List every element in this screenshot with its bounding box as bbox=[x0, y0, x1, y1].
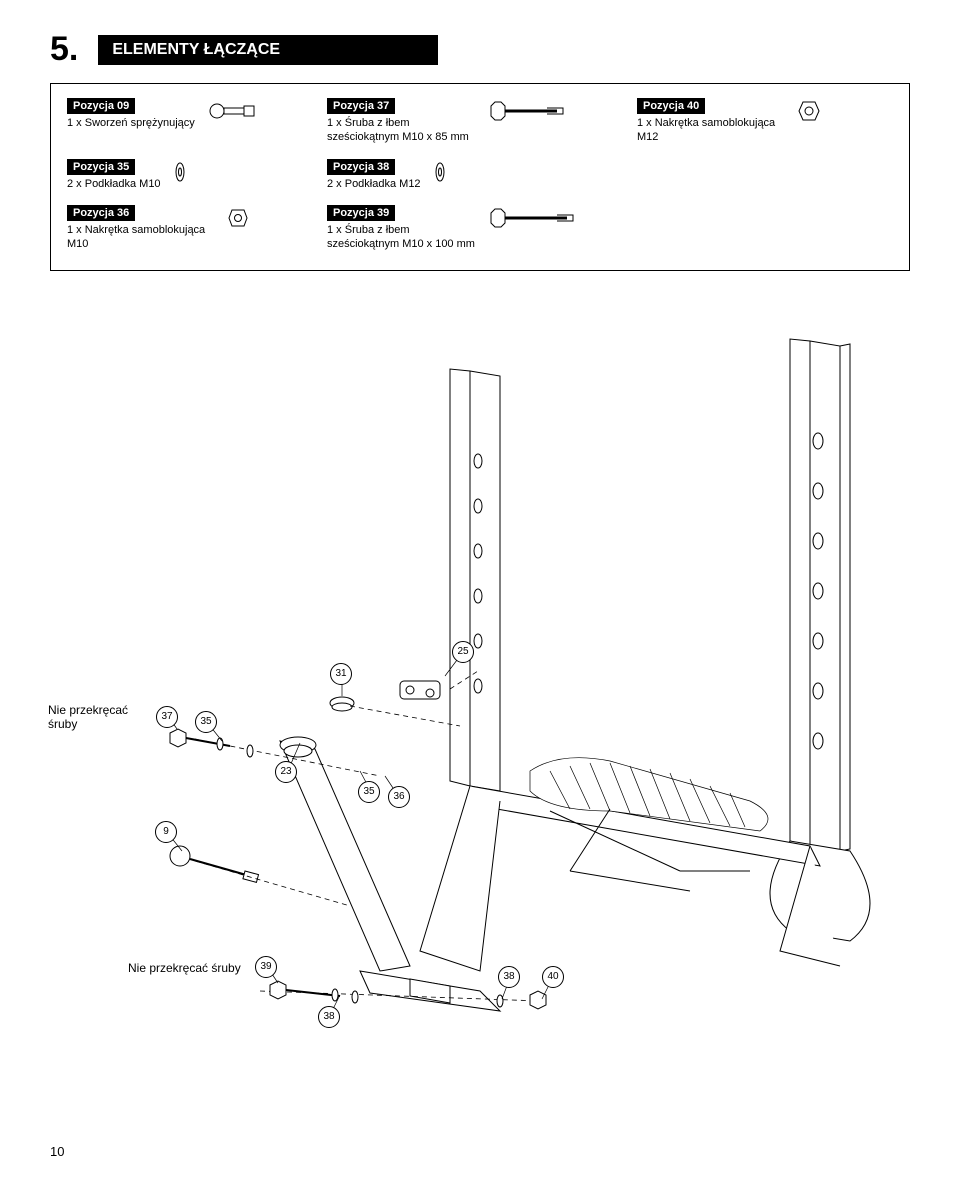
part-desc: 2 x Podkładka M12 bbox=[327, 178, 421, 192]
hex-bolt-icon bbox=[487, 98, 567, 124]
washer-icon bbox=[171, 159, 189, 185]
washer-icon bbox=[431, 159, 449, 185]
part-desc: 1 x Nakrętka samoblokująca M10 bbox=[67, 224, 217, 252]
callout-9: 9 bbox=[155, 821, 177, 843]
lock-nut-icon bbox=[227, 205, 249, 231]
part-desc: 1 x Śruba z łbem sześciokątnym M10 x 100… bbox=[327, 224, 477, 252]
parts-row-1: Pozycja 09 1 x Sworzeń sprężynujący Pozy… bbox=[67, 98, 893, 145]
callout-38a: 38 bbox=[318, 1006, 340, 1028]
hex-bolt-icon bbox=[487, 205, 577, 231]
part-label: Pozycja 36 bbox=[67, 205, 135, 221]
step-header: 5. ELEMENTY ŁĄCZĄCE bbox=[50, 30, 910, 69]
part-label: Pozycja 09 bbox=[67, 98, 135, 114]
callout-36: 36 bbox=[388, 786, 410, 808]
spring-pin-icon bbox=[205, 98, 261, 124]
assembly-diagram: 25 31 37 35 23 35 36 9 39 38 38 40 Nie p… bbox=[50, 311, 910, 1071]
lock-nut-icon bbox=[797, 98, 821, 124]
callout-35a: 35 bbox=[195, 711, 217, 733]
part-desc: 1 x Śruba z łbem sześciokątnym M10 x 85 … bbox=[327, 117, 477, 145]
part-36: Pozycja 36 1 x Nakrętka samoblokująca M1… bbox=[67, 205, 297, 252]
page-number: 10 bbox=[50, 1144, 64, 1159]
callout-38b: 38 bbox=[498, 966, 520, 988]
diagram-svg bbox=[50, 311, 910, 1071]
callout-23: 23 bbox=[275, 761, 297, 783]
part-desc: 2 x Podkładka M10 bbox=[67, 178, 161, 192]
part-38: Pozycja 38 2 x Podkładka M12 bbox=[327, 159, 449, 192]
step-title: ELEMENTY ŁĄCZĄCE bbox=[98, 35, 438, 65]
part-35: Pozycja 35 2 x Podkładka M10 bbox=[67, 159, 297, 192]
part-37: Pozycja 37 1 x Śruba z łbem sześciokątny… bbox=[327, 98, 607, 145]
part-label: Pozycja 37 bbox=[327, 98, 395, 114]
part-label: Pozycja 40 bbox=[637, 98, 705, 114]
part-39: Pozycja 39 1 x Śruba z łbem sześciokątny… bbox=[327, 205, 577, 252]
callout-35b: 35 bbox=[358, 781, 380, 803]
parts-row-3: Pozycja 36 1 x Nakrętka samoblokująca M1… bbox=[67, 205, 893, 252]
part-desc: 1 x Nakrętka samoblokująca M12 bbox=[637, 117, 787, 145]
part-label: Pozycja 35 bbox=[67, 159, 135, 175]
parts-row-2: Pozycja 35 2 x Podkładka M10 Pozycja 38 … bbox=[67, 159, 893, 192]
step-number: 5. bbox=[50, 30, 78, 69]
part-label: Pozycja 38 bbox=[327, 159, 395, 175]
part-label: Pozycja 39 bbox=[327, 205, 395, 221]
parts-box: Pozycja 09 1 x Sworzeń sprężynujący Pozy… bbox=[50, 83, 910, 271]
note-no-overtighten-2: Nie przekręcać śruby bbox=[128, 961, 241, 975]
part-desc: 1 x Sworzeń sprężynujący bbox=[67, 117, 195, 131]
callout-25: 25 bbox=[452, 641, 474, 663]
part-40: Pozycja 40 1 x Nakrętka samoblokująca M1… bbox=[637, 98, 821, 145]
callout-37: 37 bbox=[156, 706, 178, 728]
note-no-overtighten-1: Nie przekręcać śruby bbox=[48, 703, 143, 732]
callout-40: 40 bbox=[542, 966, 564, 988]
callout-39: 39 bbox=[255, 956, 277, 978]
callout-31: 31 bbox=[330, 663, 352, 685]
part-09: Pozycja 09 1 x Sworzeń sprężynujący bbox=[67, 98, 297, 131]
